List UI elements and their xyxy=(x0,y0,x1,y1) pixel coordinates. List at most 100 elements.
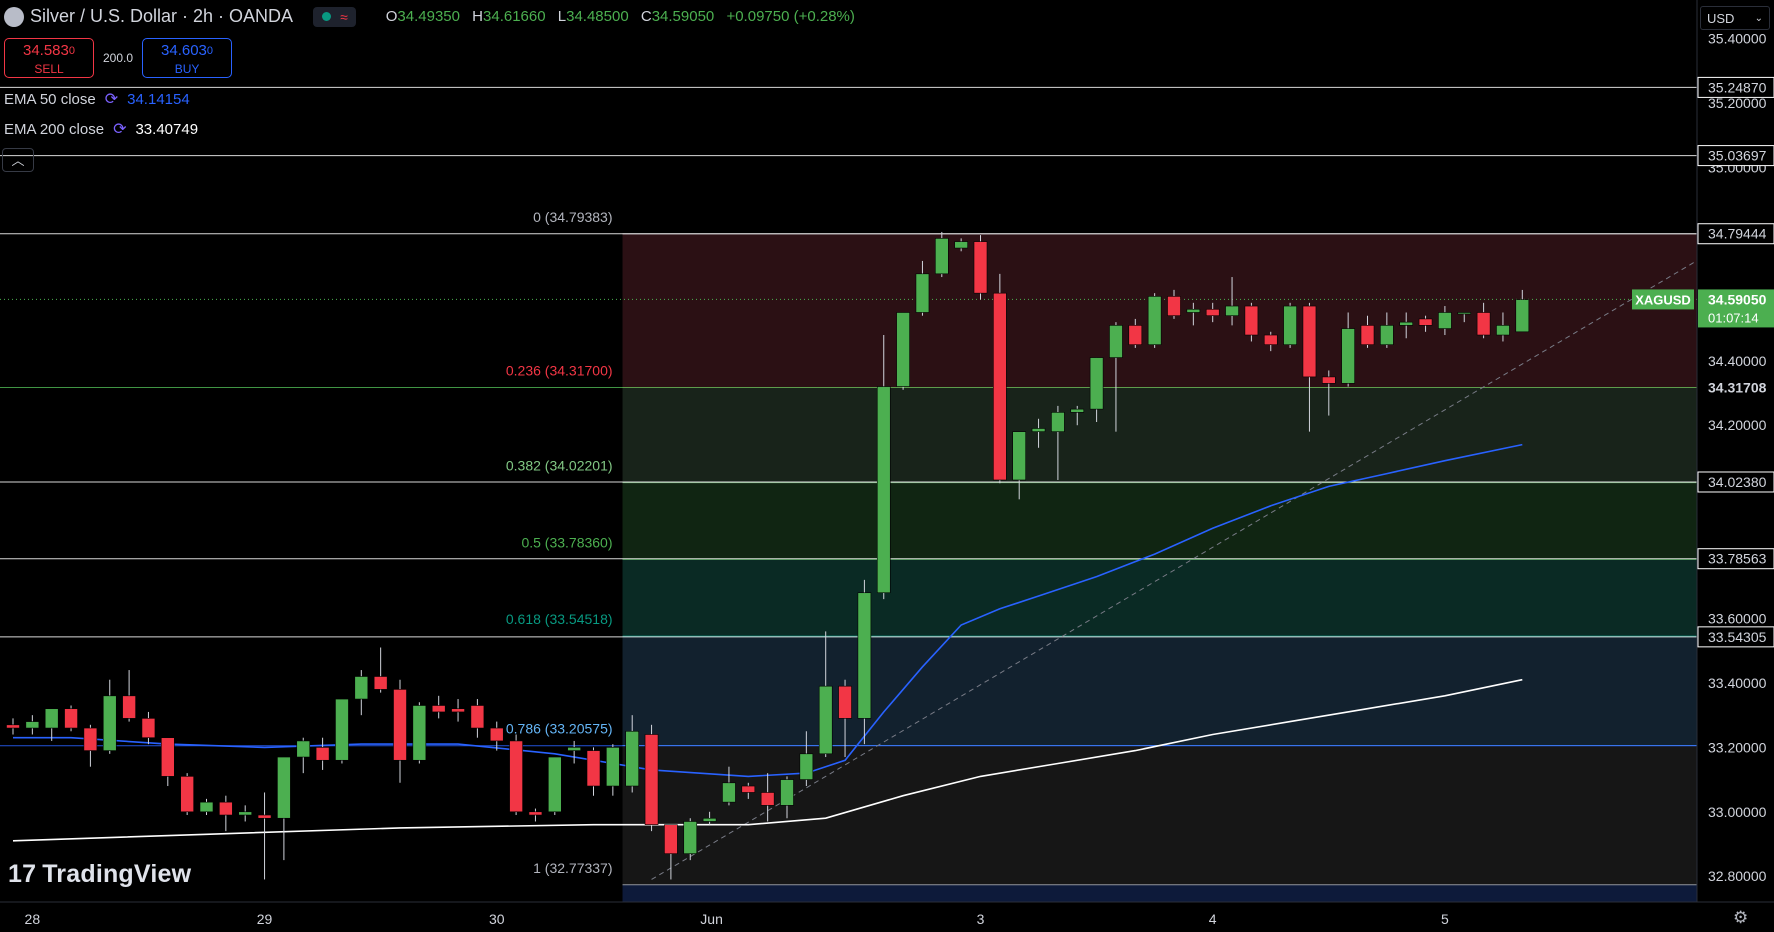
indicator-ema200[interactable]: EMA 200 close ⟳ 33.40749 xyxy=(4,119,198,139)
candle-body xyxy=(1186,308,1201,313)
fib-zone xyxy=(622,636,1697,746)
chevron-down-icon: ⌄ xyxy=(1754,13,1763,24)
candle xyxy=(335,698,349,764)
refresh-icon[interactable]: ⟳ xyxy=(104,91,119,108)
fib-zone xyxy=(622,559,1697,637)
candle xyxy=(1496,312,1510,342)
y-tick-label: 35.20000 xyxy=(1708,95,1767,111)
candle xyxy=(489,721,504,751)
candle-body xyxy=(102,695,117,751)
candle xyxy=(838,679,852,758)
buy-label: BUY xyxy=(174,62,200,76)
candle xyxy=(141,711,156,745)
y-tick-label: 33.60000 xyxy=(1708,611,1767,627)
candle-body xyxy=(818,685,833,755)
candle xyxy=(1089,357,1104,423)
candle-body xyxy=(857,592,872,719)
candle xyxy=(412,702,427,764)
y-tick-label: 33.20000 xyxy=(1708,739,1767,755)
candle-body xyxy=(180,776,194,813)
candle xyxy=(296,737,311,774)
symbol-title[interactable]: Silver / U.S. Dollar · 2h · OANDA xyxy=(30,6,294,26)
candle-body xyxy=(64,708,78,729)
candle xyxy=(238,805,252,822)
level-label-box xyxy=(1697,76,1774,98)
buy-button[interactable]: 34.6030 BUY xyxy=(142,38,233,78)
y-tick-label: 34.20000 xyxy=(1708,417,1767,433)
candle-body xyxy=(1147,296,1162,345)
candle xyxy=(1515,289,1530,333)
candle-body xyxy=(1070,408,1085,413)
candle xyxy=(354,670,369,716)
candle-body xyxy=(296,740,311,758)
level-label-box xyxy=(1697,145,1774,167)
candle-body xyxy=(354,676,369,700)
open-value: 34.49350 xyxy=(397,8,460,25)
indicator-ema50[interactable]: EMA 50 close ⟳ 34.14154 xyxy=(4,89,190,109)
candle xyxy=(1244,302,1259,342)
candle xyxy=(161,737,175,787)
candle-body xyxy=(528,811,543,816)
candle-body xyxy=(606,747,620,787)
market-open-dot-icon xyxy=(322,12,332,21)
candle-body xyxy=(838,685,852,719)
level-label-box xyxy=(1697,626,1774,648)
candle-body xyxy=(1263,334,1278,345)
candle-body xyxy=(25,721,40,729)
trendline xyxy=(651,260,1697,880)
gear-icon[interactable]: ⚙ xyxy=(1733,908,1749,927)
candle xyxy=(896,312,910,390)
y-tick-label: 32.80000 xyxy=(1708,868,1767,884)
candle xyxy=(683,818,698,861)
candle-body xyxy=(1051,412,1065,432)
candle-body xyxy=(335,698,349,761)
level-label: 34.02380 xyxy=(1708,474,1767,490)
fib-zone xyxy=(622,745,1697,885)
candle xyxy=(122,670,136,722)
level-label: 34.31708 xyxy=(1708,380,1767,396)
candle xyxy=(315,737,330,770)
candle-body xyxy=(664,824,678,854)
candle-body xyxy=(954,241,968,249)
indicator-name: EMA 200 close xyxy=(4,120,105,138)
candle-body xyxy=(741,785,756,793)
candle-body xyxy=(1283,305,1297,345)
indicator-value: 34.14154 xyxy=(127,90,190,108)
level-label: 33.54305 xyxy=(1708,629,1767,645)
y-tick-label: 35.40000 xyxy=(1708,31,1767,47)
candle-body xyxy=(1244,305,1259,336)
candle-body xyxy=(876,386,891,594)
buy-price: 34.603 xyxy=(161,42,207,59)
sell-button[interactable]: 34.5830 SELL xyxy=(4,38,94,78)
candle-body xyxy=(896,312,910,387)
market-status-pills[interactable]: ≈ xyxy=(313,6,356,27)
candle-body xyxy=(161,737,175,777)
time-axis xyxy=(0,902,1774,932)
candle-body xyxy=(644,734,659,825)
candle-body xyxy=(1089,357,1104,410)
candle-body xyxy=(1205,308,1220,316)
candle-body xyxy=(722,782,736,803)
candle-body xyxy=(1438,312,1452,329)
candle-body xyxy=(760,792,775,806)
candle xyxy=(1399,312,1413,339)
candle-body xyxy=(412,705,427,761)
change-value: +0.09750 (+0.28%) xyxy=(726,8,855,25)
ema200-line xyxy=(12,678,1523,842)
candle xyxy=(393,679,407,783)
candle xyxy=(1360,315,1375,348)
candle-body xyxy=(1167,296,1181,317)
candle-body xyxy=(780,779,794,806)
candle-body xyxy=(44,708,59,729)
fib-zone xyxy=(622,387,1697,483)
chevron-up-icon[interactable]: ︿ xyxy=(2,148,34,172)
refresh-icon[interactable]: ⟳ xyxy=(113,121,127,138)
candle xyxy=(1167,289,1181,319)
candle xyxy=(64,705,78,732)
x-tick-label: 5 xyxy=(1441,911,1449,927)
candle xyxy=(741,782,756,799)
candle xyxy=(1109,322,1123,432)
currency-select[interactable]: USD ⌄ xyxy=(1700,6,1770,30)
candle-body xyxy=(1418,318,1433,326)
